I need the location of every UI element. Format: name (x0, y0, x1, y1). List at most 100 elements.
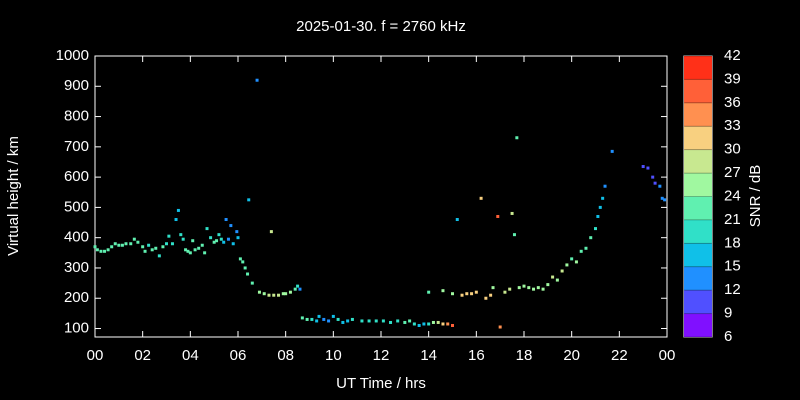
data-point (300, 316, 304, 320)
data-point (455, 218, 459, 222)
data-point (176, 208, 180, 212)
data-point (103, 249, 107, 253)
colorbar-tick-label: 39 (724, 70, 741, 87)
data-point (417, 323, 421, 327)
data-point (246, 272, 250, 276)
data-point (570, 257, 574, 261)
data-point (281, 292, 285, 296)
data-point (132, 237, 136, 241)
data-point (161, 245, 165, 249)
data-point (235, 230, 239, 234)
x-tick-label: 00 (659, 347, 676, 364)
data-point (99, 249, 103, 253)
data-point (341, 320, 345, 324)
data-point (293, 287, 297, 291)
colorbar-tick-label: 36 (724, 94, 741, 111)
colorbar-band (684, 56, 712, 80)
data-point (641, 165, 645, 169)
data-point (215, 239, 219, 243)
data-point (110, 245, 114, 249)
data-point (106, 248, 110, 252)
x-axis-label: UT Time / hrs (336, 375, 426, 392)
data-point (191, 239, 195, 243)
data-point (305, 317, 309, 321)
data-point (205, 227, 209, 231)
data-point (653, 181, 657, 185)
data-point (197, 246, 201, 250)
colorbar-tick-label: 15 (724, 258, 741, 275)
x-tick-label: 02 (134, 347, 151, 364)
colorbar-band (684, 102, 712, 127)
x-tick-label: 18 (516, 347, 533, 364)
data-point (95, 248, 99, 252)
y-tick-label: 700 (64, 138, 89, 155)
x-tick-label: 22 (611, 347, 628, 364)
x-tick-label: 00 (87, 347, 104, 364)
x-tick-label: 14 (420, 347, 437, 364)
data-point (113, 242, 117, 246)
data-point (446, 322, 450, 326)
data-point (262, 292, 266, 296)
colorbar-band (684, 219, 712, 244)
data-point (255, 78, 259, 82)
colorbar-band (684, 196, 712, 220)
plot-frame (94, 55, 668, 338)
data-point (560, 269, 564, 273)
data-point (188, 251, 192, 255)
data-point (317, 314, 321, 318)
colorbar-band (684, 243, 712, 267)
data-point (427, 322, 431, 326)
colorbar-band (684, 173, 712, 197)
colorbar-tick-label: 27 (724, 164, 741, 181)
data-point (532, 287, 536, 291)
data-point (315, 319, 319, 323)
y-tick-label: 1000 (56, 47, 89, 64)
data-point (219, 237, 223, 241)
data-point (117, 243, 121, 247)
y-tick-label: 500 (64, 198, 89, 215)
data-point (154, 246, 158, 250)
data-point (267, 293, 271, 297)
data-point (165, 242, 168, 246)
data-point (272, 293, 276, 297)
data-point (184, 248, 188, 252)
data-point (203, 251, 207, 255)
data-point (277, 293, 281, 297)
data-point (367, 319, 371, 323)
data-point (460, 293, 464, 297)
data-point (610, 149, 614, 153)
colorbar-tick-label: 33 (724, 117, 741, 134)
data-point (491, 286, 495, 290)
data-point (236, 236, 240, 240)
data-point (603, 184, 607, 188)
x-tick-label: 04 (182, 347, 199, 364)
data-point (93, 245, 97, 249)
y-tick-label: 900 (64, 77, 89, 94)
data-point (322, 317, 326, 321)
data-point (515, 136, 519, 140)
data-point (157, 254, 161, 258)
data-point (651, 175, 655, 179)
data-point (186, 249, 190, 253)
data-point (212, 240, 216, 244)
data-point (129, 242, 133, 246)
y-tick-label: 400 (64, 229, 89, 246)
data-point (522, 284, 526, 288)
y-tick-label: 300 (64, 259, 89, 276)
data-point (574, 260, 578, 264)
data-point (174, 218, 178, 222)
data-point (589, 236, 593, 240)
chart-title: 2025-01-30. f = 2760 kHz (296, 18, 466, 35)
data-point (517, 286, 521, 290)
data-point (441, 289, 445, 293)
colorbar-band (684, 313, 712, 337)
x-tick-label: 12 (373, 347, 390, 364)
data-point (470, 292, 474, 296)
x-tick-label: 10 (325, 347, 342, 364)
data-point (479, 196, 483, 200)
data-point (646, 166, 650, 170)
x-tick-label: 08 (277, 347, 294, 364)
data-point (527, 286, 531, 290)
data-point (594, 227, 597, 231)
data-point (143, 249, 147, 253)
